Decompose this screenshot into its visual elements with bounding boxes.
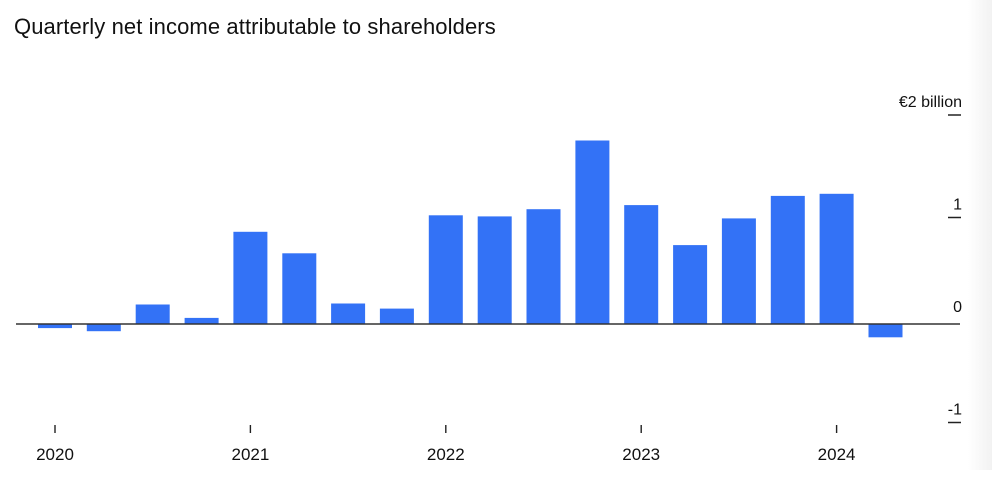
x-tick-label: 2020 bbox=[36, 445, 74, 464]
chart-title: Quarterly net income attributable to sha… bbox=[14, 14, 496, 39]
bar-q2-2024 bbox=[868, 324, 903, 338]
y-tick-label: €2 billion bbox=[899, 94, 962, 111]
bar-q3-2022 bbox=[526, 209, 561, 324]
bar-q4-2020 bbox=[184, 317, 219, 324]
x-axis-group: 2020 2021 2022 2023 2024 bbox=[36, 425, 856, 464]
bar-q1-2020 bbox=[38, 324, 72, 329]
right-edge-shade bbox=[968, 0, 992, 470]
bar-q2-2021 bbox=[282, 253, 317, 324]
bar-q4-2022 bbox=[575, 140, 610, 324]
bar-q1-2022 bbox=[428, 215, 463, 324]
x-tick-label: 2022 bbox=[427, 445, 465, 464]
bar-q3-2023 bbox=[721, 218, 756, 324]
y-tick-label: 1 bbox=[953, 197, 962, 214]
bar-q1-2024 bbox=[819, 193, 854, 324]
y-axis-group: €2 billion 1 0 -1 bbox=[899, 94, 962, 424]
bar-q4-2023 bbox=[770, 195, 805, 324]
y-tick-label: -1 bbox=[948, 402, 962, 419]
bar-q4-2021 bbox=[379, 308, 414, 324]
x-tick-label: 2024 bbox=[818, 445, 856, 464]
bar-q1-2023 bbox=[624, 205, 659, 324]
x-tick-label: 2023 bbox=[622, 445, 660, 464]
x-tick-label: 2021 bbox=[231, 445, 269, 464]
y-tick-label: 0 bbox=[953, 299, 962, 316]
bar-q1-2021 bbox=[233, 231, 268, 325]
bar-q2-2023 bbox=[673, 245, 708, 324]
bar-q3-2021 bbox=[331, 303, 366, 324]
bar-q2-2022 bbox=[477, 216, 512, 324]
bar-q3-2020 bbox=[135, 304, 170, 324]
bar-q2-2020 bbox=[86, 324, 121, 332]
bars-group bbox=[38, 140, 903, 338]
